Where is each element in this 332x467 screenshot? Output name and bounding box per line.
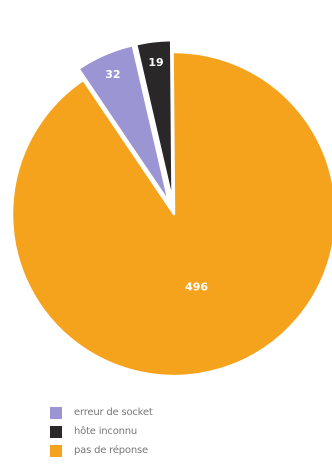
data-label-erreur-de-socket: 32 bbox=[105, 68, 120, 81]
legend-item-erreur-de-socket: erreur de socket bbox=[50, 403, 300, 422]
pie-slice-erreur-de-socket bbox=[77, 43, 171, 205]
legend-swatch-hote-inconnu bbox=[50, 425, 62, 438]
data-label-pas-de-reponse: 496 bbox=[185, 281, 208, 294]
legend-item-hote-inconnu: hôte inconnu bbox=[50, 422, 300, 441]
legend-label-hote-inconnu: hôte inconnu bbox=[74, 426, 138, 437]
legend-swatch-erreur-de-socket bbox=[50, 406, 62, 419]
pie-data-labels: 32 19 496 bbox=[105, 56, 208, 294]
legend: erreur de socket hôte inconnu pas de rép… bbox=[50, 403, 300, 460]
pie-slices bbox=[10, 38, 332, 378]
data-label-hote-inconnu: 19 bbox=[148, 56, 163, 69]
legend-label-pas-de-reponse: pas de réponse bbox=[74, 445, 148, 456]
pie-slice-hote-inconnu bbox=[134, 38, 174, 204]
legend-item-pas-de-reponse: pas de réponse bbox=[50, 441, 300, 460]
legend-swatch-pas-de-reponse bbox=[50, 444, 62, 457]
legend-label-erreur-de-socket: erreur de socket bbox=[74, 407, 153, 418]
pie-slice-pas-de-reponse bbox=[10, 50, 332, 378]
